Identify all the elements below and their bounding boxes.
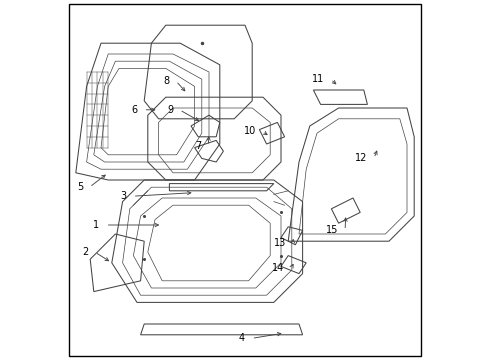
Text: 7: 7: [196, 141, 202, 151]
Text: 9: 9: [167, 105, 173, 115]
Text: 2: 2: [82, 247, 88, 257]
Text: 3: 3: [120, 191, 126, 201]
Text: 15: 15: [326, 225, 339, 235]
Text: 13: 13: [274, 238, 286, 248]
Text: 1: 1: [93, 220, 99, 230]
Text: 4: 4: [239, 333, 245, 343]
Text: 10: 10: [244, 126, 256, 136]
Text: 6: 6: [131, 105, 137, 115]
Text: 11: 11: [312, 74, 324, 84]
Text: 12: 12: [355, 153, 368, 163]
Text: 8: 8: [163, 76, 170, 86]
Text: 14: 14: [272, 263, 285, 273]
Text: 5: 5: [77, 182, 83, 192]
